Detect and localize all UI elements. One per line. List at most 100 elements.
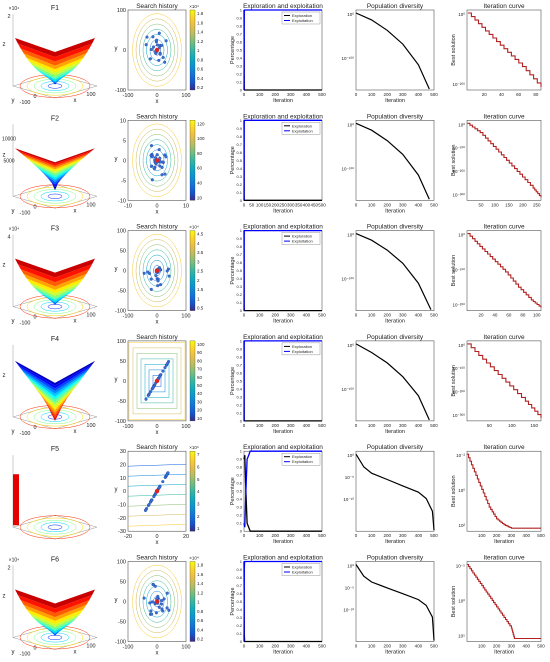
diversity-ytick: 10⁰	[347, 122, 354, 127]
exploration-ytick: 0.3	[236, 615, 242, 620]
surface-band	[17, 264, 93, 283]
surface-zlabel: z	[3, 263, 6, 269]
surface-band	[40, 170, 70, 182]
diversity-xtick: 0	[355, 202, 358, 207]
search-point	[144, 397, 148, 401]
search-point	[154, 611, 158, 615]
curve-xtick: 200	[493, 533, 501, 538]
search-history-contour	[132, 347, 182, 415]
search-ytick: 100	[117, 339, 126, 345]
colorbar-tick: 60	[197, 166, 203, 171]
diversity-title: Population diversity	[367, 224, 424, 231]
exploration-series-exploitation	[243, 9, 322, 91]
surface-zlabel: z	[3, 152, 6, 158]
surface-zexp: ×10⁴	[9, 6, 20, 12]
surface-band	[20, 269, 90, 287]
search-history-contour	[128, 342, 186, 420]
curve-xtick: 400	[522, 533, 530, 538]
curve-line	[467, 563, 541, 640]
search-best-point	[154, 489, 160, 494]
diversity-title: Population diversity	[367, 3, 424, 10]
search-colorbar	[189, 451, 196, 532]
exploration-ytick: 0.5	[236, 48, 242, 53]
exploration-xtick: 200	[271, 202, 279, 207]
surface-ztick: 10000	[2, 136, 16, 142]
exploration-title: Exploration and exploitation	[243, 3, 323, 10]
search-colorbar	[189, 120, 196, 201]
diversity-ytick: 10⁻¹⁰⁰	[342, 387, 355, 392]
search-history-title: Search history	[136, 113, 178, 120]
search-point	[159, 160, 163, 164]
search-xtick: -100	[122, 93, 133, 99]
exploration-ytick: 0.1	[236, 300, 242, 305]
exploration-xlabel: Iteration	[273, 429, 293, 435]
search-history-contour	[144, 364, 170, 398]
surface-title: F1	[51, 5, 59, 12]
surface-tick: 0	[33, 646, 36, 652]
curve-title: Iteration curve	[483, 334, 525, 341]
surface-tick: -100	[19, 100, 30, 106]
exploration-title: Exploration and exploitation	[243, 444, 323, 451]
diversity-xtick: 0	[355, 533, 358, 538]
diversity-xlabel: Iteration	[385, 650, 405, 656]
surface-band	[15, 589, 95, 609]
curve-xtick: 50	[478, 202, 484, 207]
surface-ylabel: y	[12, 650, 15, 656]
search-point	[163, 475, 167, 479]
search-ytick: -50	[118, 399, 126, 405]
curve-xtick: 500	[537, 533, 545, 538]
diversity-title: Population diversity	[367, 334, 424, 341]
exploration-ytick: 0.5	[236, 489, 242, 494]
surface-tick: 0	[33, 425, 36, 431]
diversity-xtick: 100	[368, 644, 376, 649]
search-ytick: 30	[120, 449, 126, 455]
diversity-xtick: 100	[368, 423, 376, 428]
exploration-xtick: 300	[287, 92, 295, 97]
diversity-xtick: 100	[368, 202, 376, 207]
search-ytick: -100	[115, 88, 126, 94]
exploration-ytick: 0.2	[236, 292, 242, 297]
curve-line	[467, 233, 542, 308]
exploration-series-exploitation	[243, 340, 322, 421]
search-ylabel: y	[115, 487, 118, 493]
exploration-title: Exploration and exploitation	[243, 555, 323, 562]
surface-floor-contour	[47, 193, 63, 199]
colorbar-tick: 1.5	[197, 287, 204, 292]
search-history-contour	[127, 513, 187, 517]
search-point	[155, 43, 160, 47]
exploration-series-exploitation	[243, 229, 322, 311]
colorbar-tick: 50	[197, 383, 203, 388]
search-point	[167, 274, 171, 278]
search-xtick: -100	[122, 314, 133, 320]
search-point	[167, 608, 171, 612]
exploration-xtick: 0	[243, 644, 246, 649]
search-point	[151, 385, 155, 389]
search-point	[160, 173, 164, 177]
search-point	[158, 156, 162, 160]
search-ytick: -30	[118, 529, 126, 535]
search-history-title: Search history	[136, 334, 178, 341]
colorbar-tick: 2.5	[197, 269, 204, 274]
diversity-ytick: 10⁻¹⁰	[343, 497, 354, 502]
curve-axes	[466, 450, 542, 532]
curve-title: Iteration curve	[483, 113, 525, 120]
exploration-xtick: 0	[243, 202, 246, 207]
colorbar-tick: 80	[197, 151, 203, 156]
search-ytick: 50	[120, 359, 126, 365]
exploration-ytick: 0.2	[236, 623, 242, 628]
exploration-ytick: 0.6	[236, 591, 242, 596]
search-history-contour	[142, 249, 172, 292]
curve-title: Iteration curve	[483, 444, 525, 451]
exploration-xlabel: Iteration	[273, 98, 293, 104]
search-history-contour	[135, 18, 179, 82]
curve-xtick: 20	[482, 92, 488, 97]
diversity-ytick: 10⁻⁵	[345, 475, 354, 480]
exploration-ytick: 0.4	[236, 166, 242, 171]
exploration-ytick: 0.1	[236, 190, 242, 195]
search-ytick: 100	[117, 560, 126, 566]
search-point	[144, 43, 148, 47]
exploration-ytick: 0.6	[236, 481, 242, 486]
search-xtick: 100	[181, 93, 190, 99]
diversity-xtick: 500	[430, 533, 438, 538]
exploration-ytick: 0.3	[236, 394, 242, 399]
